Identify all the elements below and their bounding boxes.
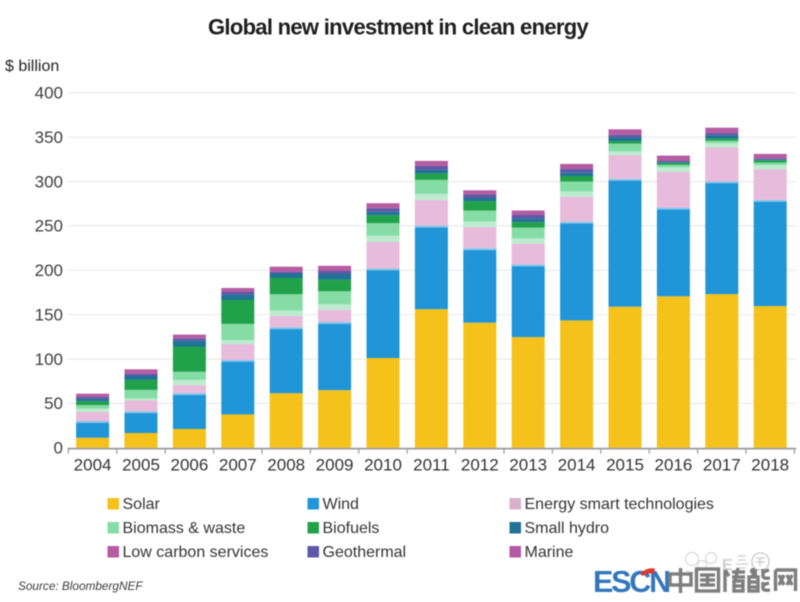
svg-text:200: 200 (35, 261, 63, 280)
svg-text:2014: 2014 (558, 455, 596, 474)
svg-text:2018: 2018 (751, 455, 789, 474)
svg-text:300: 300 (35, 172, 63, 191)
svg-text:2013: 2013 (509, 455, 547, 474)
svg-text:2017: 2017 (703, 455, 741, 474)
svg-text:2009: 2009 (316, 455, 354, 474)
svg-text:2004: 2004 (74, 455, 112, 474)
svg-text:150: 150 (35, 306, 63, 325)
svg-text:Energy smart technologies: Energy smart technologies (525, 496, 714, 513)
svg-text:Low carbon services: Low carbon services (123, 544, 269, 561)
svg-text:Small hydro: Small hydro (525, 520, 610, 537)
svg-text:400: 400 (35, 84, 63, 103)
svg-text:2006: 2006 (170, 455, 208, 474)
svg-text:350: 350 (35, 128, 63, 147)
svg-text:Geothermal: Geothermal (323, 544, 407, 561)
svg-text:2015: 2015 (606, 455, 644, 474)
svg-text:ESCN: ESCN (593, 565, 669, 599)
svg-text:100: 100 (35, 350, 63, 369)
svg-text:2011: 2011 (413, 455, 450, 474)
svg-text:Source: BloombergNEF: Source: BloombergNEF (18, 579, 143, 593)
svg-text:0: 0 (54, 439, 63, 458)
svg-text:Global new investment in clean: Global new investment in clean energy (208, 15, 589, 40)
svg-text:2007: 2007 (219, 455, 257, 474)
svg-text:E: E (722, 557, 733, 574)
svg-text:2010: 2010 (364, 455, 402, 474)
svg-text:Marine: Marine (525, 544, 574, 561)
svg-text:Biofuels: Biofuels (323, 520, 380, 537)
svg-text:$ billion: $ billion (5, 58, 59, 75)
svg-text:2012: 2012 (461, 455, 499, 474)
svg-text:Biomass & waste: Biomass & waste (123, 520, 246, 537)
svg-text:Solar: Solar (123, 496, 161, 513)
svg-text:2005: 2005 (122, 455, 160, 474)
svg-text:50: 50 (44, 394, 63, 413)
svg-text:2008: 2008 (267, 455, 305, 474)
svg-text:2016: 2016 (654, 455, 692, 474)
svg-text:Wind: Wind (323, 496, 359, 513)
svg-text:250: 250 (35, 217, 63, 236)
